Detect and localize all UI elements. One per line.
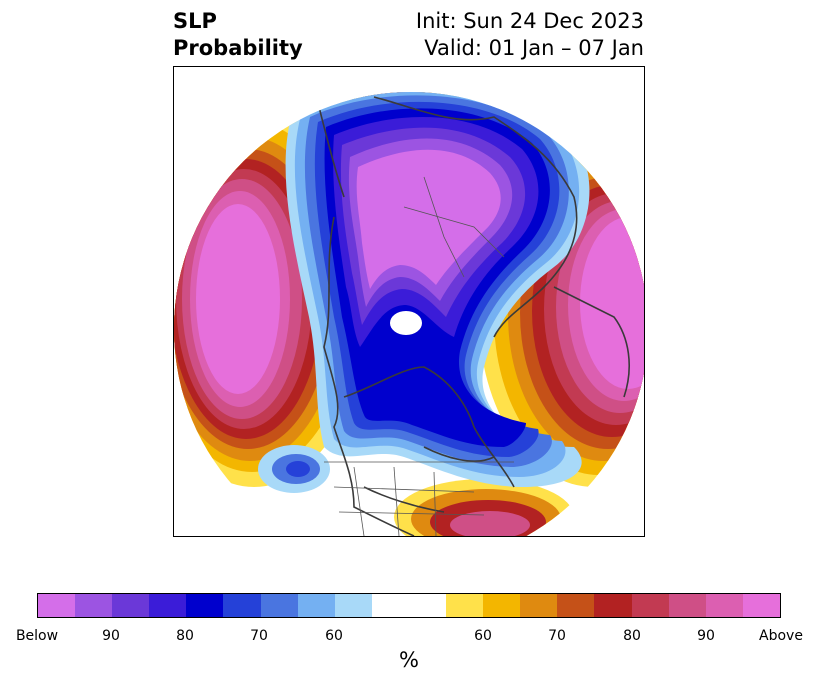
init-date: Init: Sun 24 Dec 2023: [415, 9, 644, 33]
colorbar-tick-label: 70: [548, 628, 566, 644]
title-line-probability: Probability: [173, 36, 303, 60]
colorbar-segment: [631, 594, 669, 617]
colorbar-segment: [557, 594, 595, 617]
title-line-slp: SLP: [173, 9, 217, 33]
colorbar-segment: [149, 594, 187, 617]
colorbar-tick-label: 80: [623, 628, 641, 644]
probability-colorbar: [37, 593, 781, 618]
colorbar-tick-label: Above: [759, 628, 803, 644]
arctic-below-anomaly: [285, 92, 590, 487]
forecast-dates: Init: Sun 24 Dec 2023 Valid: 01 Jan – 07…: [416, 8, 644, 62]
colorbar-segment: [260, 594, 298, 617]
colorbar-segment: [297, 594, 335, 617]
colorbar-segment: [520, 594, 558, 617]
colorbar-segment: [334, 594, 372, 617]
colorbar-tick-label: 80: [176, 628, 194, 644]
colorbar-segment: [75, 594, 113, 617]
colorbar-segment: [446, 594, 484, 617]
subtropical-above-anomaly: [394, 479, 574, 536]
colorbar-unit-label: %: [399, 648, 419, 672]
colorbar-tick-label: 90: [102, 628, 120, 644]
colorbar-segment: [705, 594, 743, 617]
pacific-below-anomaly: [258, 445, 330, 493]
polar-map-svg: [174, 92, 644, 536]
colorbar-segment: [408, 594, 447, 617]
probability-map: [173, 66, 645, 537]
colorbar-segment: [112, 594, 150, 617]
colorbar-segment: [742, 594, 780, 617]
coastlines: [313, 92, 630, 536]
valid-range: Valid: 01 Jan – 07 Jan: [424, 36, 644, 60]
colorbar-segment: [668, 594, 706, 617]
colorbar-tick-label: 70: [250, 628, 268, 644]
colorbar-tick-label: 60: [474, 628, 492, 644]
colorbar-segment: [38, 594, 76, 617]
colorbar-segment: [186, 594, 224, 617]
map-title: SLP Probability: [173, 8, 303, 62]
country-borders: [324, 176, 514, 536]
colorbar-segment: [371, 594, 409, 617]
colorbar-tick-label: Below: [15, 628, 59, 644]
colorbar-segment: [594, 594, 632, 617]
colorbar-segment: [223, 594, 261, 617]
colorbar-tick-label: 90: [697, 628, 715, 644]
colorbar-tick-label: 60: [325, 628, 343, 644]
colorbar-segment: [483, 594, 521, 617]
